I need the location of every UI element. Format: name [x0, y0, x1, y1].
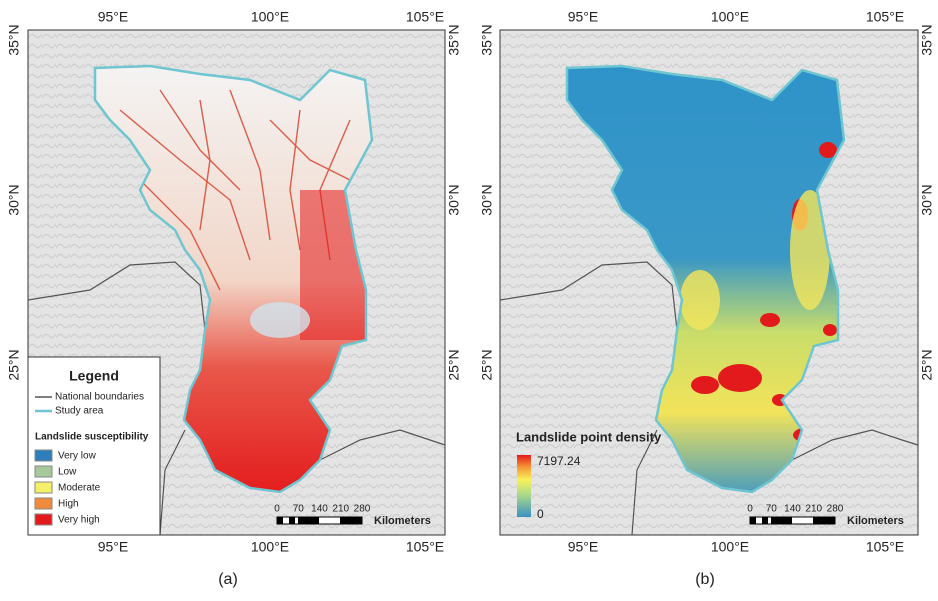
legend-label: High — [58, 499, 79, 510]
longitude-label: 95°E — [98, 9, 129, 25]
caption: (a) — [218, 571, 238, 588]
scale-tick-label: 0 — [747, 504, 753, 515]
latitude-label: 25°N — [919, 349, 935, 380]
latitude-label: 25°N — [479, 349, 495, 380]
legend-swatch — [34, 449, 53, 462]
scale-tick-label: 210 — [805, 504, 822, 515]
scale-bar-segments — [750, 517, 835, 524]
longitude-label: 100°E — [711, 539, 749, 555]
latitude-label: 35°N — [446, 24, 462, 55]
scale-tick-label: 280 — [354, 504, 371, 515]
longitude-label: 100°E — [251, 9, 289, 25]
scale-tick-label: 70 — [766, 504, 778, 515]
latitude-label: 35°N — [919, 24, 935, 55]
scale-tick-label: 210 — [332, 504, 349, 515]
scale-tick-label: 0 — [274, 504, 280, 515]
scale-tick-label: 140 — [784, 504, 801, 515]
latitude-label: 30°N — [919, 184, 935, 215]
longitude-label: 100°E — [711, 9, 749, 25]
latitude-label: 25°N — [446, 349, 462, 380]
longitude-label: 95°E — [98, 539, 129, 555]
scale-tick-label: 140 — [311, 504, 328, 515]
legend-swatch — [34, 481, 53, 494]
longitude-label: 95°E — [568, 539, 599, 555]
legend-min-label: 0 — [537, 507, 544, 521]
legend-label: Very low — [58, 451, 97, 462]
national-boundary — [791, 429, 919, 461]
longitude-label: 105°E — [866, 539, 904, 555]
density-color-bar — [517, 455, 531, 517]
national-boundary — [631, 429, 658, 536]
national-boundary — [159, 429, 186, 536]
scale-unit: Kilometers — [847, 515, 904, 527]
legend-label: National boundaries — [55, 392, 144, 403]
scale-tick-label: 280 — [827, 504, 844, 515]
legend-title: Legend — [69, 368, 119, 384]
latitude-label: 30°N — [446, 184, 462, 215]
caption: (b) — [695, 571, 715, 588]
longitude-label: 105°E — [866, 9, 904, 25]
longitude-label: 95°E — [568, 9, 599, 25]
latitude-label: 35°N — [479, 24, 495, 55]
latitude-label: 25°N — [6, 349, 22, 380]
national-boundary — [27, 261, 206, 331]
legend-swatch — [34, 497, 53, 510]
legend-label: Very high — [58, 515, 100, 526]
scale-unit: Kilometers — [374, 515, 431, 527]
legend-max-label: 7197.24 — [537, 454, 581, 468]
legend-title: Landslide point density — [516, 429, 662, 444]
legend-subtitle: Landslide susceptibility — [35, 432, 149, 443]
legend-label: Low — [58, 467, 77, 478]
latitude-label: 35°N — [6, 24, 22, 55]
longitude-label: 105°E — [406, 9, 444, 25]
legend-label: Moderate — [58, 483, 101, 494]
legend-swatch — [34, 513, 53, 526]
national-boundary — [319, 429, 446, 461]
longitude-label: 105°E — [406, 539, 444, 555]
latitude-label: 30°N — [6, 184, 22, 215]
legend-swatch — [34, 465, 53, 478]
panel-b — [499, 29, 919, 536]
scale-bar-segments — [277, 517, 362, 524]
panel-a — [27, 29, 446, 536]
latitude-label: 30°N — [479, 184, 495, 215]
longitude-label: 100°E — [251, 539, 289, 555]
legend-label: Study area — [55, 406, 104, 417]
national-boundary — [499, 261, 678, 331]
scale-tick-label: 70 — [293, 504, 305, 515]
